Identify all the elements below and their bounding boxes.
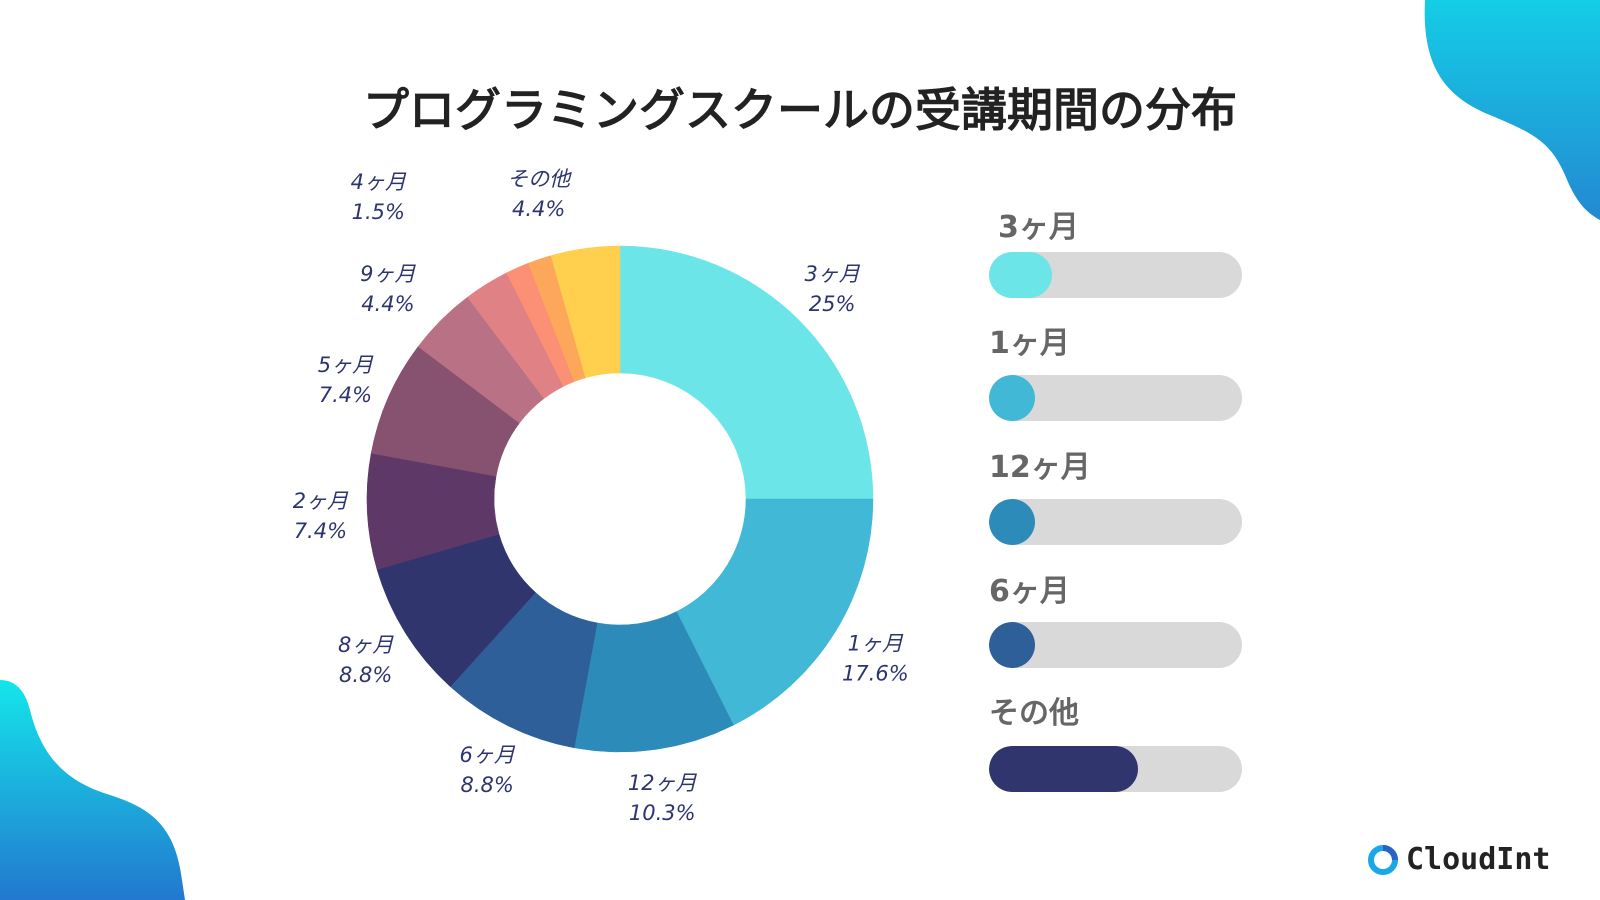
slice-label: 4ヶ月 <box>351 170 407 194</box>
slice-value-label: 7.4% <box>294 519 347 543</box>
slice-value-label: 17.6% <box>842 662 909 686</box>
legend-label: 1ヶ月 <box>989 326 1070 361</box>
slice-value-label: 10.3% <box>629 801 696 825</box>
legend-label: 12ヶ月 <box>989 450 1091 485</box>
progress-track <box>989 499 1242 545</box>
slice-label: その他 <box>507 167 572 191</box>
legend-label: 6ヶ月 <box>989 574 1070 609</box>
progress-track <box>989 622 1242 668</box>
slice-label: 3ヶ月 <box>804 262 860 286</box>
slice-label: 6ヶ月 <box>459 743 515 767</box>
donut-slice-1ヶ月 <box>676 498 874 726</box>
progress-track <box>989 746 1242 792</box>
slice-label: 8ヶ月 <box>338 633 394 657</box>
slice-value-label: 8.8% <box>460 773 513 797</box>
progress-fill <box>989 375 1035 421</box>
progress-track <box>989 252 1242 298</box>
progress-track <box>989 375 1242 421</box>
slice-label: 12ヶ月 <box>628 771 698 795</box>
donut-chart: 3ヶ月 25% 1ヶ月 17.6% 12ヶ月 10.3% 6ヶ月 8.8% 8ヶ月 8.8% 2ヶ月… <box>293 167 909 825</box>
ring-logo-icon <box>1368 844 1398 875</box>
progress-fill <box>989 622 1035 668</box>
legend-label: その他 <box>989 696 1079 731</box>
slice-label: 2ヶ月 <box>293 489 349 513</box>
slice-label: 5ヶ月 <box>318 353 374 377</box>
page-title: プログラミングスクールの受講期間の分布 <box>363 83 1237 137</box>
progress-fill <box>989 499 1035 545</box>
donut-slice-その他 <box>550 245 621 379</box>
top-right-wave-decoration <box>1424 0 1600 220</box>
bottom-left-wave-decoration <box>0 680 185 900</box>
legend-label: 3ヶ月 <box>998 210 1079 245</box>
slice-value-label: 7.4% <box>319 383 372 407</box>
slice-value-label: 4.4% <box>361 292 414 316</box>
progress-fill <box>989 252 1053 298</box>
brand-name: CloudInt <box>1406 842 1551 877</box>
slice-value-label: 1.5% <box>352 200 405 224</box>
slice-value-label: 8.8% <box>339 663 392 687</box>
donut-slice-3ヶ月 <box>619 245 874 500</box>
progress-fill <box>989 746 1139 792</box>
slice-label: 1ヶ月 <box>848 632 904 656</box>
brand-logo: CloudInt <box>1366 842 1551 877</box>
slice-value-label: 25% <box>809 292 856 316</box>
slice-label: 9ヶ月 <box>360 262 416 286</box>
slice-value-label: 4.4% <box>512 197 565 221</box>
